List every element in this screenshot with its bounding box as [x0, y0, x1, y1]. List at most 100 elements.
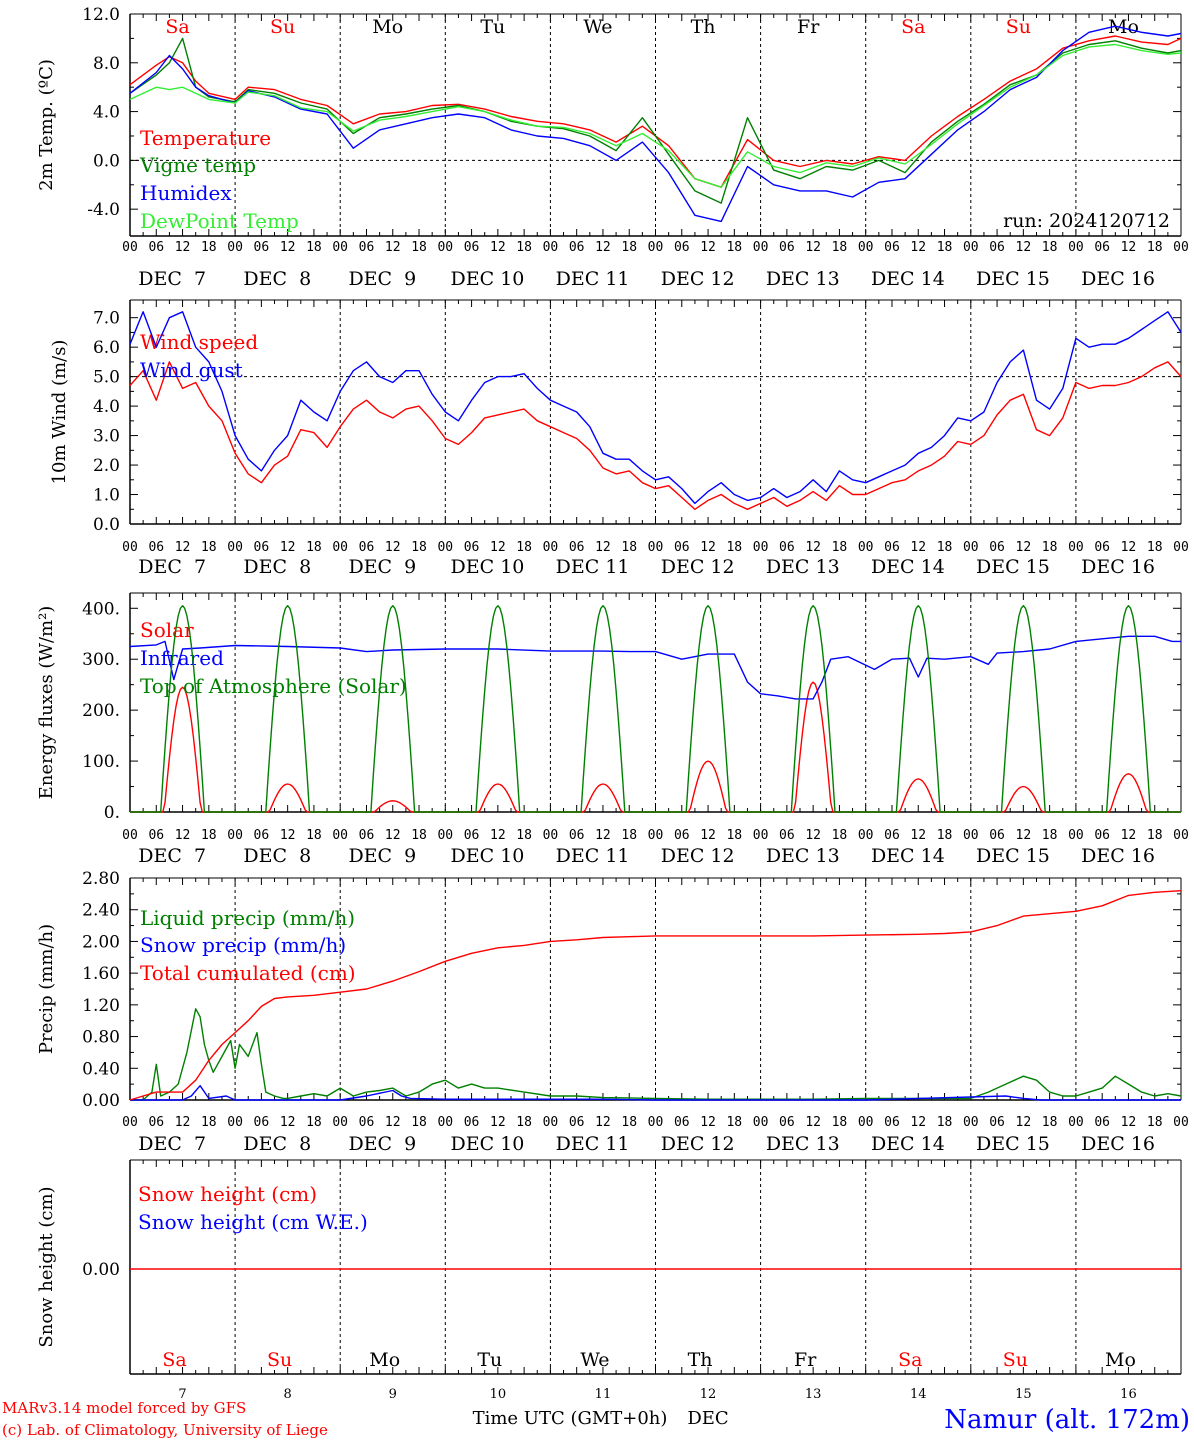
hour-tick-label: 18: [516, 1115, 532, 1130]
weekday-label: We: [580, 1349, 609, 1371]
hour-tick-label: 00: [858, 1115, 874, 1130]
hour-tick-label: 00: [437, 1115, 453, 1130]
hour-tick-label: 06: [674, 1115, 690, 1130]
hour-tick-label: 00: [963, 1115, 979, 1130]
hour-tick-label: 12: [805, 540, 821, 555]
bottom-day-number: 14: [910, 1387, 927, 1402]
bottom-day-number: 11: [595, 1387, 612, 1402]
weekday-label: Su: [1003, 1349, 1028, 1371]
hour-tick-label: 12: [175, 240, 191, 255]
panel-3: 400. 300. 200. 100. 0. Energy fluxes (W/m²) 00…: [36, 593, 1189, 867]
legend-entry: Wind gust: [140, 358, 243, 382]
day-label: DEC 13: [766, 845, 840, 867]
hour-tick-label: 18: [411, 540, 427, 555]
hour-tick-label: 06: [569, 828, 585, 843]
hour-tick-label: 00: [543, 828, 559, 843]
bottom-day-number: 13: [805, 1387, 822, 1402]
weekday-label: Fr: [797, 16, 820, 38]
y-tick-label: 1.60: [82, 964, 120, 984]
day-label: DEC 15: [976, 556, 1050, 578]
hour-tick-label: 00: [1173, 540, 1189, 555]
day-label: DEC 9: [348, 556, 416, 578]
y-tick-label: 0.: [104, 803, 120, 823]
hour-tick-label: 18: [411, 1115, 427, 1130]
y-tick-label: 400.: [82, 599, 120, 619]
hour-tick-label: 18: [832, 240, 848, 255]
day-label: DEC 11: [556, 268, 630, 290]
hour-tick-label: 00: [858, 828, 874, 843]
hour-tick-label: 12: [910, 1115, 926, 1130]
day-label: DEC 7: [138, 268, 206, 290]
hour-tick-label: 12: [910, 240, 926, 255]
hour-tick-label: 00: [1068, 1115, 1084, 1130]
hour-tick-label: 06: [254, 1115, 270, 1130]
hour-tick-label: 00: [648, 540, 664, 555]
hour-tick-label: 00: [437, 540, 453, 555]
legend-entry: Temperature: [140, 126, 271, 150]
hour-tick-label: 00: [1068, 240, 1084, 255]
y-tick-label: 2.80: [82, 869, 120, 889]
hour-tick-label: 12: [1016, 240, 1032, 255]
day-label: DEC 15: [976, 1133, 1050, 1155]
hour-tick-label: 12: [385, 828, 401, 843]
day-label: DEC 16: [1081, 845, 1155, 867]
day-label: DEC 7: [138, 1133, 206, 1155]
hour-tick-label: 18: [937, 240, 953, 255]
hour-tick-label: 00: [227, 540, 243, 555]
y-axis-label: Snow height (cm): [36, 1186, 57, 1347]
hour-tick-label: 00: [332, 540, 348, 555]
day-label: DEC 9: [348, 845, 416, 867]
x-axis-label: Time UTC (GMT+0h): [473, 1408, 668, 1429]
y-tick-label: 4.0: [93, 103, 120, 123]
hour-tick-label: 12: [1016, 828, 1032, 843]
hour-tick-label: 12: [490, 540, 506, 555]
hour-tick-label: 06: [359, 828, 375, 843]
hour-tick-label: 18: [306, 540, 322, 555]
hour-tick-label: 06: [148, 240, 164, 255]
hour-tick-label: 12: [1016, 1115, 1032, 1130]
day-label: DEC 14: [871, 268, 945, 290]
hour-tick-label: 06: [254, 240, 270, 255]
y-tick-label: 2.40: [82, 901, 120, 921]
y-tick-label: 4.0: [93, 397, 120, 417]
hour-tick-label: 12: [280, 1115, 296, 1130]
day-label: DEC 9: [348, 1133, 416, 1155]
hour-tick-label: 18: [621, 828, 637, 843]
day-label: DEC 11: [556, 1133, 630, 1155]
hour-tick-label: 00: [753, 1115, 769, 1130]
hour-tick-label: 12: [595, 828, 611, 843]
hour-tick-label: 00: [122, 828, 138, 843]
legend-entry: Humidex: [140, 181, 232, 205]
legend-entry: Solar: [140, 618, 194, 642]
weekday-label: Mo: [369, 1349, 400, 1371]
hour-tick-label: 00: [963, 540, 979, 555]
hour-tick-label: 18: [411, 240, 427, 255]
hour-tick-label: 00: [122, 1115, 138, 1130]
hour-tick-label: 12: [700, 828, 716, 843]
hour-tick-label: 18: [937, 828, 953, 843]
day-label: DEC 12: [661, 1133, 735, 1155]
hour-tick-label: 06: [674, 240, 690, 255]
hour-tick-label: 06: [254, 540, 270, 555]
y-axis-label: Precip (mm/h): [36, 924, 57, 1054]
hour-tick-label: 00: [648, 240, 664, 255]
hour-tick-label: 12: [490, 828, 506, 843]
weekday-label: Sa: [165, 16, 189, 38]
credit-line-2: (c) Lab. of Climatology, University of L…: [2, 1421, 328, 1439]
hour-tick-label: 00: [963, 828, 979, 843]
hour-tick-label: 06: [464, 240, 480, 255]
day-label: DEC 10: [451, 268, 525, 290]
hour-tick-label: 12: [1016, 540, 1032, 555]
day-label: DEC 7: [138, 845, 206, 867]
y-tick-label: 12.0: [82, 5, 120, 25]
y-tick-label: 0.00: [82, 1091, 120, 1111]
hour-tick-label: 06: [1094, 240, 1110, 255]
hour-tick-label: 12: [1121, 828, 1137, 843]
panel-4: 2.802.402.001.601.200.800.400.00Precip (…: [36, 869, 1189, 1155]
weekday-label: Mo: [1105, 1349, 1136, 1371]
hour-tick-label: 06: [884, 240, 900, 255]
hour-tick-label: 06: [464, 540, 480, 555]
panel-1: 12.0 8.0 4.0 0.0 -4.0 2m Temp. (ºC) run: 20241…: [36, 5, 1189, 290]
hour-tick-label: 18: [832, 540, 848, 555]
day-label: DEC 8: [243, 268, 311, 290]
